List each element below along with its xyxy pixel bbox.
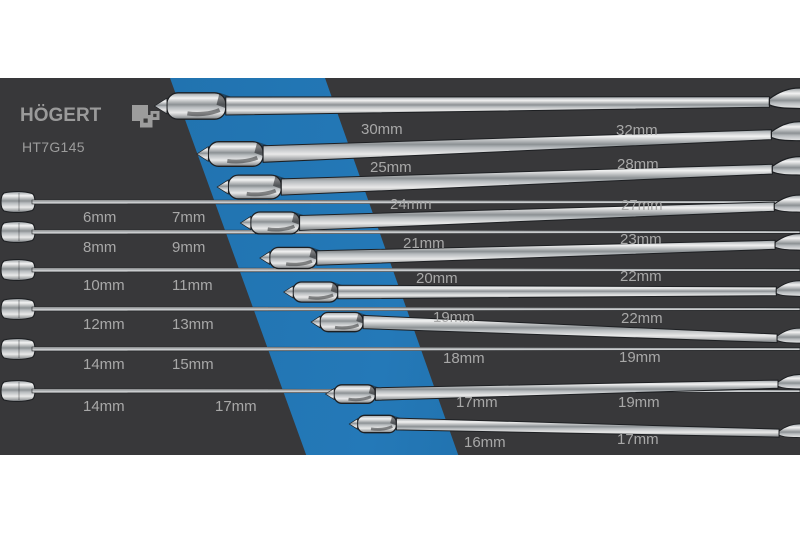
svg-text:14mm: 14mm: [83, 398, 125, 415]
svg-text:16mm: 16mm: [464, 434, 506, 451]
svg-text:17mm: 17mm: [617, 431, 659, 448]
svg-text:6mm: 6mm: [83, 209, 116, 226]
svg-text:22mm: 22mm: [620, 268, 662, 285]
svg-text:14mm: 14mm: [83, 356, 125, 373]
svg-text:24mm: 24mm: [390, 196, 432, 213]
svg-text:30mm: 30mm: [361, 121, 403, 138]
svg-text:23mm: 23mm: [620, 231, 662, 248]
svg-text:11mm: 11mm: [172, 277, 213, 294]
svg-text:21mm: 21mm: [403, 235, 445, 252]
svg-text:10mm: 10mm: [83, 277, 125, 294]
svg-text:12mm: 12mm: [83, 316, 125, 333]
svg-text:28mm: 28mm: [617, 156, 659, 173]
svg-text:18mm: 18mm: [443, 350, 485, 367]
svg-text:25mm: 25mm: [370, 159, 412, 176]
svg-text:19mm: 19mm: [619, 349, 661, 366]
svg-text:13mm: 13mm: [172, 316, 214, 333]
svg-text:20mm: 20mm: [416, 270, 458, 287]
svg-text:8mm: 8mm: [83, 239, 116, 256]
svg-text:9mm: 9mm: [172, 239, 205, 256]
svg-text:27mm: 27mm: [621, 197, 663, 214]
svg-text:32mm: 32mm: [616, 122, 658, 139]
svg-text:22mm: 22mm: [621, 310, 663, 327]
svg-text:19mm: 19mm: [433, 309, 475, 326]
svg-text:17mm: 17mm: [215, 398, 257, 415]
svg-text:7mm: 7mm: [172, 209, 205, 226]
svg-text:15mm: 15mm: [172, 356, 214, 373]
svg-text:19mm: 19mm: [618, 394, 660, 411]
svg-text:17mm: 17mm: [456, 394, 498, 411]
